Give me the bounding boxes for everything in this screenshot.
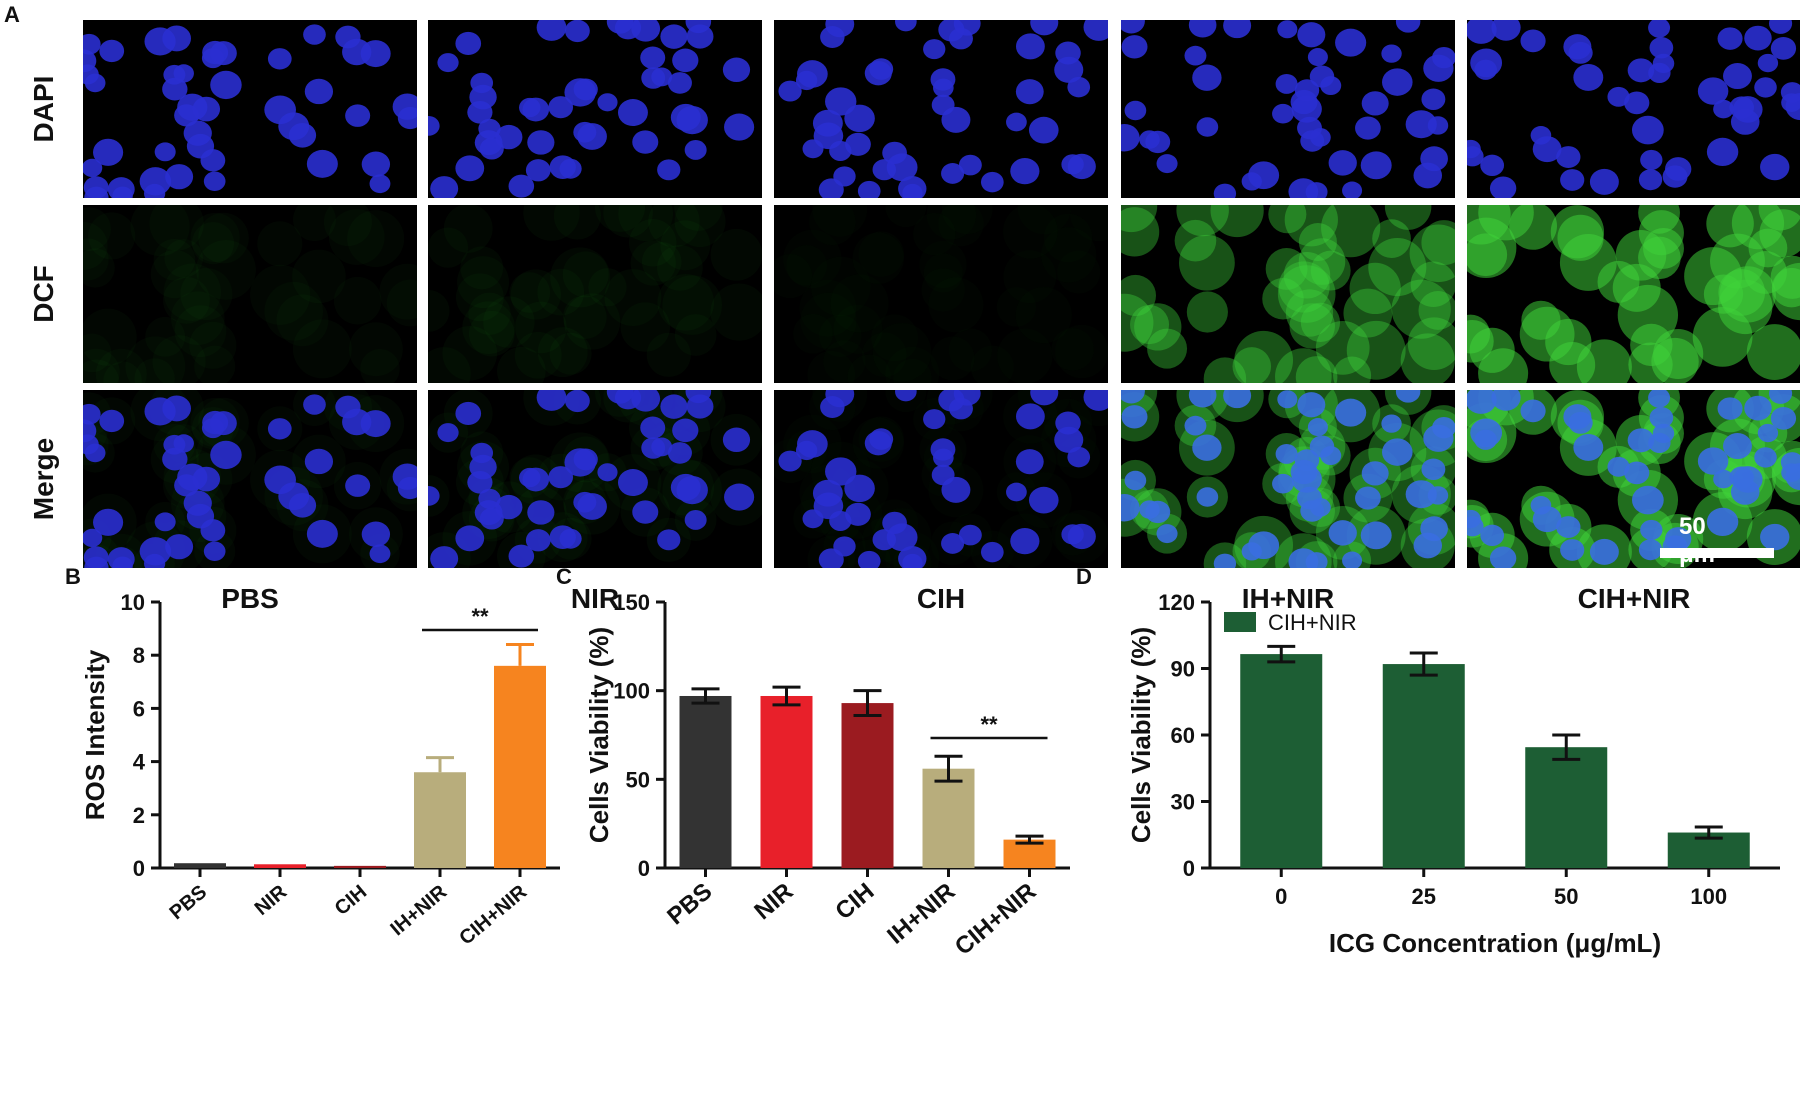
- col-label-pbs: PBS: [221, 583, 279, 614]
- micrograph-merge-5: [1467, 390, 1800, 568]
- y-tick-label: 0: [1183, 856, 1195, 881]
- bar-3: [841, 703, 894, 868]
- micrograph-dapi-1: [83, 20, 417, 198]
- col-label-ih-plus-nir: IH+NIR: [1241, 583, 1335, 614]
- micrograph-dapi-3: [774, 20, 1108, 198]
- y-tick-label: 60: [1171, 723, 1195, 748]
- micrograph-dcf-5: [1467, 205, 1800, 383]
- panel-letter-d: D: [1076, 564, 1092, 589]
- x-tick-label: NIR: [251, 881, 292, 920]
- x-tick-label: CIH: [830, 878, 879, 925]
- legend-swatch: [1224, 612, 1256, 632]
- x-tick-label: NIR: [749, 878, 798, 925]
- micrograph-dapi-2: [428, 20, 762, 198]
- viability-by-treatment-chart: 0 50 100 150 Cells Viability (%) PBS NIR CIH IH+…: [584, 590, 1070, 961]
- x-tick-label: PBS: [662, 878, 717, 930]
- micrograph-dcf-4: [1121, 205, 1455, 383]
- x-tick-label: 100: [1690, 884, 1727, 909]
- panel-letter-b: B: [65, 564, 81, 589]
- y-tick-label: 30: [1171, 790, 1195, 815]
- y-tick-label: 6: [133, 696, 145, 721]
- y-tick-label: 90: [1171, 657, 1195, 682]
- scale-bar: [1660, 548, 1774, 558]
- y-tick-label: 0: [133, 856, 145, 881]
- x-tick-label: IH+NIR: [386, 881, 451, 941]
- col-label-nir: NIR: [570, 583, 620, 614]
- bar-2: [254, 864, 306, 868]
- x-tick-label: CIH: [331, 881, 372, 920]
- micrograph-dcf-1: [83, 205, 417, 383]
- significance-label: **: [980, 712, 998, 737]
- bar-2: [1382, 664, 1465, 868]
- y-tick-label: 50: [626, 767, 650, 792]
- x-tick-label: 25: [1412, 884, 1436, 909]
- col-label-cih-plus-nir: CIH+NIR: [1577, 583, 1691, 614]
- y-tick-label: 100: [613, 679, 650, 704]
- panel-letter-c: C: [556, 564, 572, 589]
- x-tick-label: 0: [1275, 884, 1287, 909]
- x-tick-label: IH+NIR: [882, 878, 960, 950]
- y-tick-label: 150: [613, 590, 650, 615]
- row-label-dapi: DAPI: [28, 75, 59, 143]
- micrograph-merge-2: [428, 390, 762, 568]
- y-tick-label: 10: [121, 590, 145, 615]
- y-axis-label: ROS Intensity: [80, 649, 110, 820]
- bar-4: [922, 768, 975, 868]
- bar-5: [494, 665, 546, 868]
- y-tick-label: 2: [133, 803, 145, 828]
- micrograph-merge-1: [83, 390, 417, 568]
- micrograph-dcf-2: [428, 205, 762, 383]
- panel-letter-a: A: [4, 2, 20, 27]
- bar-3: [1525, 747, 1608, 868]
- micrograph-dapi-5: [1467, 20, 1800, 198]
- micrograph-merge-3: [774, 390, 1108, 568]
- micrograph-dcf-3: [774, 205, 1108, 383]
- x-tick-label: 50: [1554, 884, 1578, 909]
- col-label-cih: CIH: [916, 583, 966, 614]
- row-label-merge: Merge: [28, 437, 59, 521]
- row-label-dcf: DCF: [28, 265, 59, 323]
- bar-3: [334, 865, 386, 868]
- ros-intensity-chart: 0 2 4 6 8 10 ROS Intensity PBS NIR CIH IH+NIR CIH+N…: [80, 590, 560, 950]
- micrograph-dapi-4: [1121, 20, 1455, 198]
- x-axis-label: ICG Concentration (μg/mL): [1329, 928, 1661, 958]
- y-axis-label: Cells Viability (%): [584, 627, 614, 843]
- bar-1: [174, 863, 226, 868]
- x-tick-label: CIH+NIR: [950, 878, 1041, 961]
- y-axis-label: Cells Viability (%): [1126, 627, 1156, 843]
- x-tick-label: PBS: [166, 881, 212, 924]
- y-tick-label: 8: [133, 643, 145, 668]
- x-tick-label: CIH+NIR: [455, 881, 531, 950]
- bar-1: [1240, 654, 1323, 868]
- bar-1: [679, 695, 732, 868]
- y-tick-label: 120: [1158, 590, 1195, 615]
- significance-label: **: [471, 604, 489, 629]
- y-tick-label: 0: [638, 856, 650, 881]
- micrograph-merge-4: [1121, 390, 1455, 568]
- legend-label: CIH+NIR: [1268, 610, 1357, 635]
- y-tick-label: 4: [133, 750, 146, 775]
- bar-4: [414, 772, 466, 868]
- bar-2: [760, 695, 813, 868]
